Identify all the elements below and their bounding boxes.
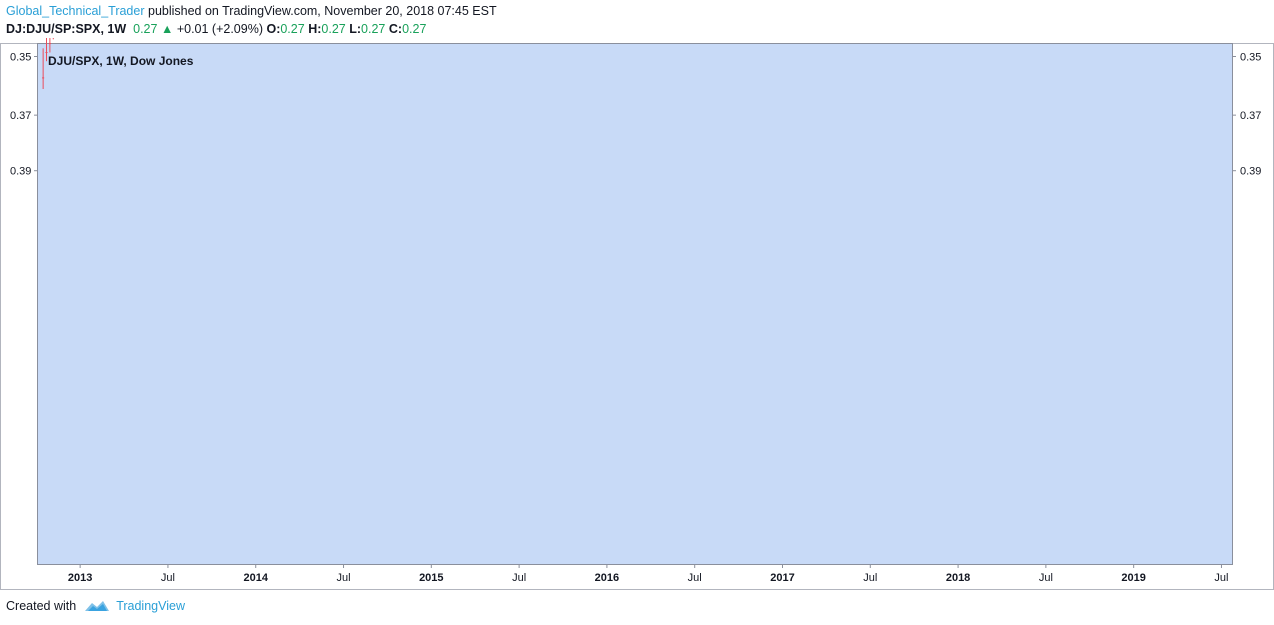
publish-info: published on TradingView.com, November 2… bbox=[144, 4, 497, 18]
symbol-name: DJ:DJU/SP:SPX, 1W bbox=[6, 22, 127, 36]
x-tick-label: Jul bbox=[161, 572, 175, 584]
x-tick-label: Jul bbox=[1039, 572, 1053, 584]
y-tick-label-left: 0.35 bbox=[10, 52, 31, 64]
tradingview-link[interactable]: TradingView bbox=[116, 599, 185, 613]
open-label: O: bbox=[266, 22, 281, 36]
y-tick-label-right: 0.37 bbox=[1240, 110, 1261, 122]
low-value: 0.27 bbox=[361, 22, 386, 36]
symbol-header: DJ:DJU/SP:SPX, 1W 0.27 ▲ +0.01 (+2.09%) … bbox=[6, 22, 426, 36]
tradingview-logo-icon bbox=[85, 601, 110, 611]
price-chart[interactable]: 0.35 0.35 0.37 0.37 0.39 0.39 2013 Jul 2014 Jul 20… bbox=[0, 38, 1274, 598]
triangle-up-icon: ▲ bbox=[160, 22, 174, 36]
chart-title: DJU/SPX, 1W, Dow Jones bbox=[48, 54, 194, 68]
y-tick-label-left: 0.39 bbox=[10, 166, 31, 178]
x-tick-label: Jul bbox=[1214, 572, 1228, 584]
high-value: 0.27 bbox=[321, 22, 346, 36]
plot-area bbox=[37, 43, 1233, 565]
x-tick-label: 2019 bbox=[1121, 572, 1145, 584]
author-link[interactable]: Global_Technical_Trader bbox=[6, 4, 145, 18]
x-tick-label: Jul bbox=[512, 572, 526, 584]
high-label: H: bbox=[308, 22, 322, 36]
y-tick-label-right: 0.35 bbox=[1240, 52, 1261, 64]
publish-header: Global_Technical_Trader published on Tra… bbox=[6, 4, 497, 18]
change-value: +0.01 (+2.09%) bbox=[176, 22, 263, 36]
y-tick-label-right: 0.39 bbox=[1240, 166, 1261, 178]
candle-body bbox=[48, 43, 51, 45]
close-label: C: bbox=[388, 22, 403, 36]
x-tick-label: Jul bbox=[336, 572, 350, 584]
x-tick-label: Jul bbox=[863, 572, 877, 584]
x-tick-label: 2018 bbox=[946, 572, 970, 584]
candle-body bbox=[42, 77, 45, 79]
x-tick-label: 2014 bbox=[243, 572, 268, 584]
low-label: L: bbox=[349, 22, 362, 36]
created-with-label: Created with bbox=[6, 599, 77, 613]
x-tick-label: Jul bbox=[688, 572, 702, 584]
x-tick-label: 2016 bbox=[595, 572, 619, 584]
candlestick-series bbox=[42, 38, 54, 89]
x-tick-label: 2017 bbox=[770, 572, 794, 584]
last-value: 0.27 bbox=[133, 22, 158, 36]
x-tick-label: 2015 bbox=[419, 572, 443, 584]
candle-body bbox=[45, 51, 48, 53]
footer: Created with TradingView bbox=[6, 599, 185, 613]
y-tick-label-left: 0.37 bbox=[10, 110, 31, 122]
open-value: 0.27 bbox=[280, 22, 305, 36]
x-tick-label: 2013 bbox=[68, 572, 92, 584]
close-value: 0.27 bbox=[402, 22, 427, 36]
